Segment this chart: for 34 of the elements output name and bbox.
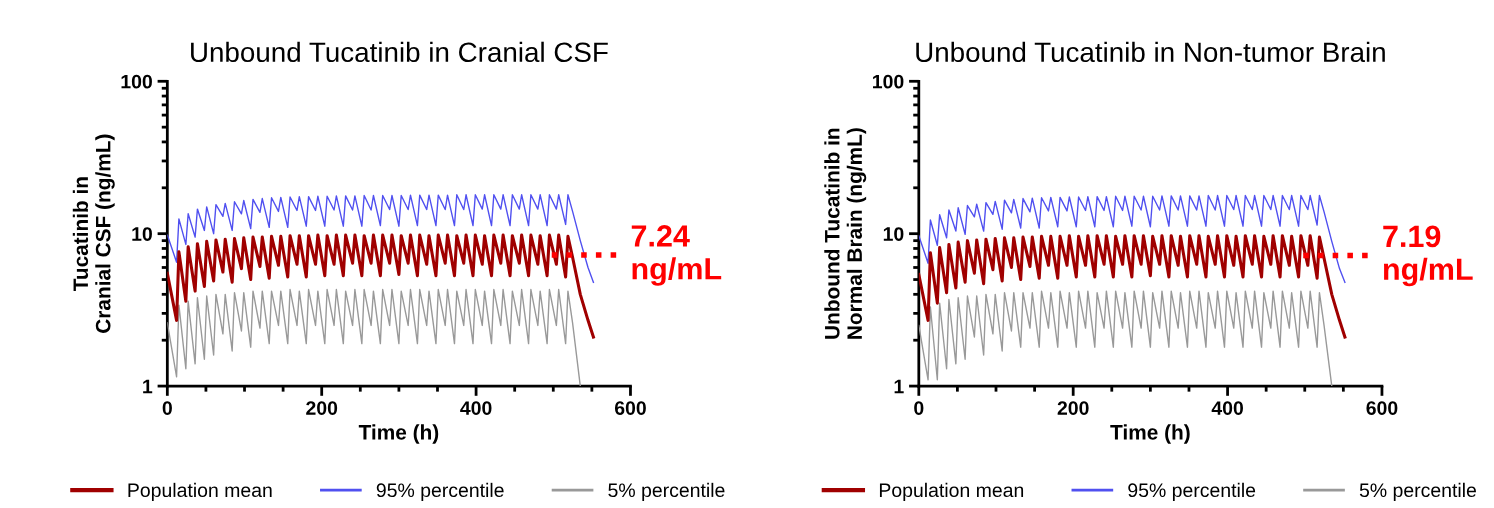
line-series <box>167 233 595 339</box>
legend-label: 95% percentile <box>1128 482 1256 501</box>
ref-line-label: 7.24 ng/mL <box>631 225 722 286</box>
y-tick-label: 10 <box>883 227 904 241</box>
x-tick-label: 0 <box>914 401 924 415</box>
x-tick-label: 0 <box>162 401 172 415</box>
legend-label: 95% percentile <box>376 482 504 501</box>
y-tick-label: 100 <box>121 74 152 89</box>
y-tick-label: 1 <box>894 379 904 394</box>
line-series <box>167 288 581 387</box>
y-tick-label: 10 <box>132 227 152 241</box>
y-tick-label: 1 <box>143 379 153 394</box>
legend-label: 5% percentile <box>1359 482 1476 501</box>
ref-line-label: 7.19 ng/mL <box>1383 225 1473 287</box>
chart-title: Unbound Tucatinib in Cranial CSF <box>191 41 608 63</box>
y-tick-label: 100 <box>873 74 904 89</box>
x-tick-label: 600 <box>1366 401 1398 415</box>
x-tick-label: 200 <box>1057 401 1089 415</box>
x-axis-title: Time (h) <box>358 424 439 444</box>
line-series <box>918 234 1347 339</box>
y-axis-title: Tucatinib in Cranial CSF (ng/mL) <box>72 134 115 333</box>
legend-label: Population mean <box>128 482 272 501</box>
legend-label: 5% percentile <box>608 482 725 501</box>
x-tick-label: 400 <box>460 401 492 415</box>
chart-title: Unbound Tucatinib in Non-tumor Brain <box>916 41 1385 63</box>
x-axis-title: Time (h) <box>1110 424 1190 444</box>
legend-label: Population mean <box>879 482 1024 501</box>
line-series <box>918 290 1333 387</box>
line-series <box>918 194 1346 283</box>
y-axis-title: Unbound Tucatinib in Normal Brain (ng/mL) <box>824 128 867 339</box>
x-tick-label: 200 <box>306 401 338 415</box>
line-series <box>167 194 595 283</box>
x-tick-label: 400 <box>1211 401 1243 415</box>
x-tick-label: 600 <box>614 401 646 415</box>
